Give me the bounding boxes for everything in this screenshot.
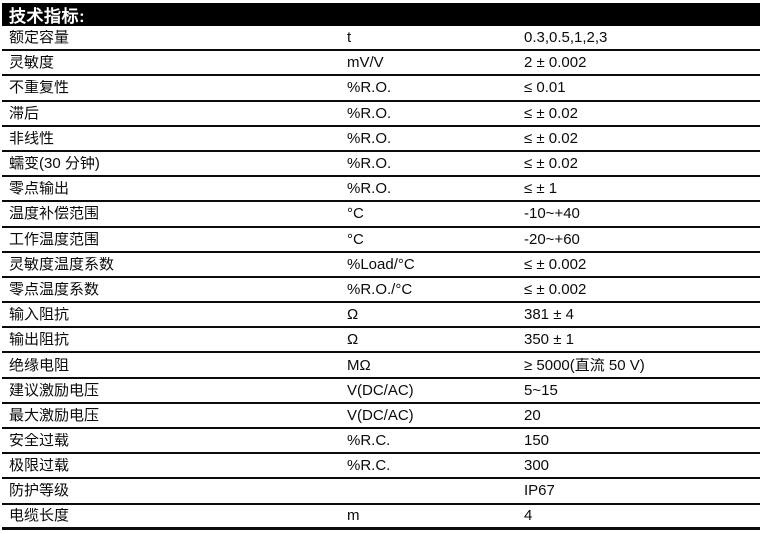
spec-value: ≤ ± 0.02 (524, 105, 578, 121)
spec-unit: m (347, 508, 360, 524)
spec-unit: %Load/°C (347, 256, 415, 272)
spec-value: 0.3,0.5,1,2,3 (524, 30, 608, 46)
spec-label: 工作温度范围 (9, 231, 100, 247)
table-row: 输出阻抗 Ω 350 ± 1 (2, 328, 760, 354)
spec-value: ≤ ± 0.02 (524, 156, 578, 172)
table-row: 滞后 %R.O. ≤ ± 0.02 (2, 102, 760, 127)
spec-unit: Ω (347, 307, 359, 323)
spec-label: 建议激励电压 (9, 382, 100, 398)
table-row: 蠕变(30 分钟) %R.O. ≤ ± 0.02 (2, 152, 760, 178)
spec-unit: V(DC/AC) (347, 407, 414, 423)
spec-label: 滞后 (9, 105, 40, 121)
spec-value: 2 ± 0.002 (524, 55, 587, 71)
spec-value: ≤ ± 0.02 (524, 130, 578, 146)
spec-unit: V(DC/AC) (347, 382, 414, 398)
spec-label: 非线性 (9, 130, 55, 146)
spec-label: 灵敏度 (9, 55, 55, 71)
spec-unit: mV/V (347, 55, 384, 71)
spec-unit: °C (347, 206, 364, 222)
spec-value: -20~+60 (524, 231, 580, 247)
table-row: 零点输出 %R.O. ≤ ± 1 (2, 177, 760, 203)
table-row: 输入阻抗 Ω 381 ± 4 (2, 303, 760, 329)
table-row: 绝缘电阻 MΩ ≥ 5000(直流 50 V) (2, 353, 760, 379)
spec-value: 150 (524, 433, 550, 449)
spec-label: 温度补偿范围 (9, 206, 100, 222)
spec-label: 最大激励电压 (9, 407, 100, 423)
spec-label: 灵敏度温度系数 (9, 256, 115, 272)
section-title: 技术指标: (9, 7, 86, 26)
spec-label: 零点输出 (9, 181, 70, 197)
table-row: 灵敏度温度系数 %Load/°C ≤ ± 0.002 (2, 253, 760, 278)
spec-label: 输出阻抗 (9, 332, 70, 348)
spec-unit: %R.O. (347, 80, 392, 96)
spec-label: 绝缘电阻 (9, 357, 70, 373)
table-row: 极限过载 %R.C. 300 (2, 454, 760, 480)
spec-label: 电缆长度 (9, 508, 70, 524)
section-header: 技术指标: (2, 3, 760, 26)
table-row: 额定容量 t 0.3,0.5,1,2,3 (2, 26, 760, 52)
table-row: 非线性 %R.O. ≤ ± 0.02 (2, 127, 760, 152)
spec-value: 20 (524, 407, 541, 423)
spec-value: ≤ ± 0.002 (524, 281, 587, 297)
spec-value: ≥ 5000(直流 50 V) (524, 357, 645, 373)
spec-unit: Ω (347, 332, 359, 348)
spec-value: ≤ ± 0.002 (524, 256, 587, 272)
spec-unit: MΩ (347, 357, 371, 373)
table-row: 安全过载 %R.C. 150 (2, 429, 760, 455)
table-row: 不重复性 %R.O. ≤ 0.01 (2, 76, 760, 102)
spec-unit: %R.O. (347, 156, 392, 172)
spec-table: 额定容量 t 0.3,0.5,1,2,3 灵敏度 mV/V 2 ± 0.002 … (2, 26, 760, 530)
table-row: 温度补偿范围 °C -10~+40 (2, 202, 760, 228)
spec-value: 4 (524, 508, 533, 524)
spec-label: 防护等级 (9, 483, 70, 499)
table-row: 防护等级 IP67 (2, 479, 760, 505)
table-row: 工作温度范围 °C -20~+60 (2, 228, 760, 253)
table-row: 最大激励电压 V(DC/AC) 20 (2, 404, 760, 429)
spec-value: 381 ± 4 (524, 307, 574, 323)
spec-value: 5~15 (524, 382, 558, 398)
spec-value: IP67 (524, 483, 555, 499)
spec-label: 蠕变(30 分钟) (9, 156, 100, 172)
spec-label: 额定容量 (9, 30, 70, 46)
spec-value: 350 ± 1 (524, 332, 574, 348)
spec-unit: %R.C. (347, 458, 391, 474)
spec-label: 安全过载 (9, 433, 70, 449)
spec-unit: %R.O. (347, 105, 392, 121)
table-row: 零点温度系数 %R.O./°C ≤ ± 0.002 (2, 278, 760, 304)
spec-value: 300 (524, 458, 550, 474)
spec-label: 零点温度系数 (9, 281, 100, 297)
spec-unit: °C (347, 231, 364, 247)
spec-label: 不重复性 (9, 80, 70, 96)
table-row: 灵敏度 mV/V 2 ± 0.002 (2, 51, 760, 77)
spec-value: ≤ ± 1 (524, 181, 558, 197)
spec-unit: %R.O./°C (347, 281, 413, 297)
spec-unit: t (347, 30, 352, 46)
spec-value: ≤ 0.01 (524, 80, 566, 96)
table-row: 电缆长度 m 4 (2, 505, 760, 530)
spec-unit: %R.C. (347, 433, 391, 449)
spec-unit: %R.O. (347, 130, 392, 146)
table-row: 建议激励电压 V(DC/AC) 5~15 (2, 379, 760, 404)
spec-label: 极限过载 (9, 458, 70, 474)
spec-value: -10~+40 (524, 206, 580, 222)
spec-label: 输入阻抗 (9, 307, 70, 323)
spec-unit: %R.O. (347, 181, 392, 197)
